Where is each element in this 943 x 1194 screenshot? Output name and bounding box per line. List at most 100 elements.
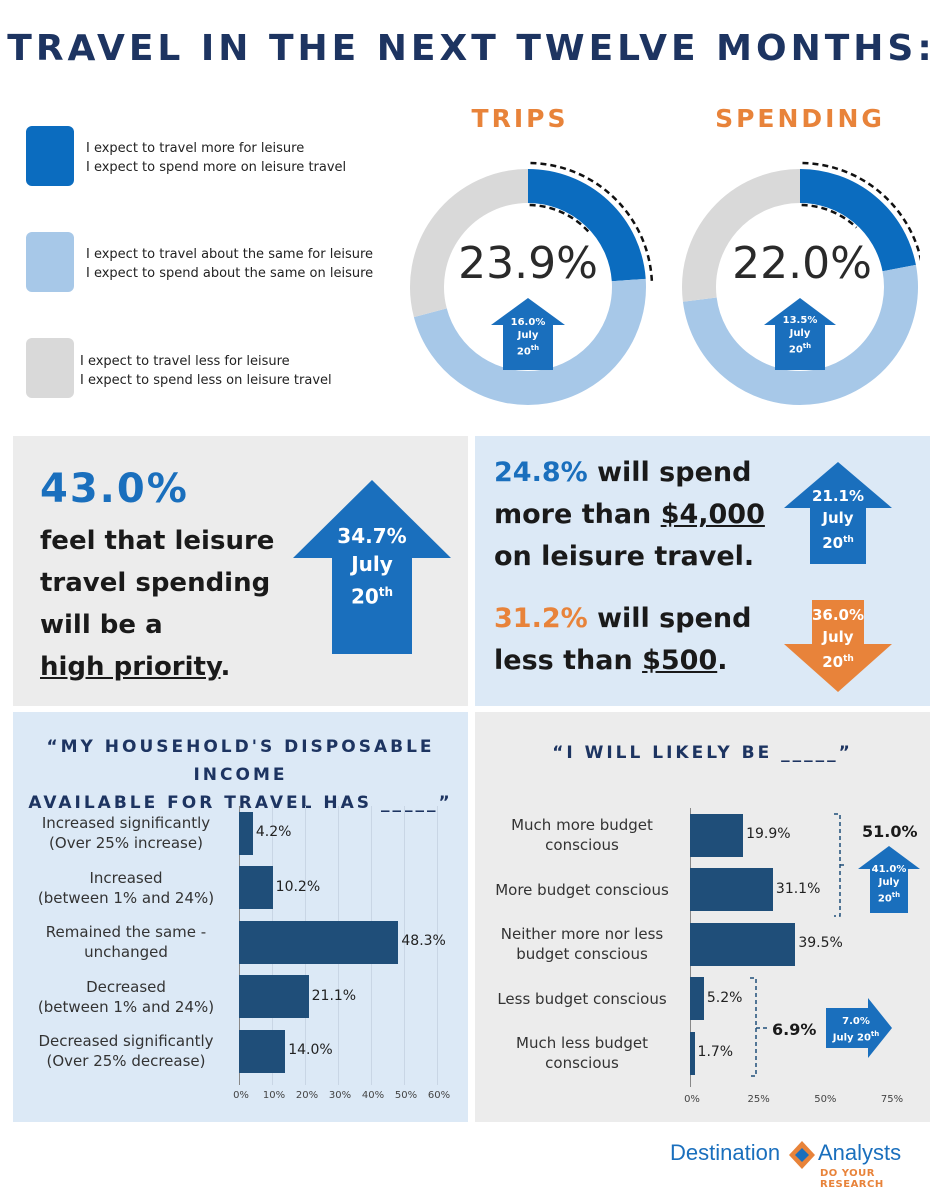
donut-charts	[410, 161, 920, 405]
grid-line	[404, 806, 405, 1085]
spend-less-line: less than	[494, 645, 643, 676]
bar	[690, 977, 704, 1021]
x-tick-label: 25%	[747, 1094, 770, 1105]
budget-bracket-bottom-value: 6.9%	[772, 1020, 817, 1039]
income-title-line: “MY HOUSEHOLD'S DISPOSABLE INCOME	[46, 737, 435, 785]
legend-item-more: I expect to travel more for leisure I ex…	[86, 139, 346, 177]
bar-value-label: 21.1%	[311, 987, 357, 1004]
legend-text: I expect to spend about the same on leis…	[86, 266, 374, 281]
spend-less-arrow-suffix: th	[843, 654, 854, 664]
page-title: TRAVEL IN THE NEXT TWELVE MONTHS:	[7, 28, 936, 69]
category-label-line: Neither more nor less	[500, 925, 664, 944]
x-tick-label: 60%	[427, 1090, 451, 1101]
legend-swatch-more	[26, 126, 74, 186]
bar	[239, 975, 309, 1019]
spend-more-arrow-month: July	[822, 509, 854, 527]
priority-text: feel that leisure travel spending will b…	[40, 520, 274, 688]
priority-line: will be a	[40, 610, 163, 640]
category-label-line: Remained the same -	[45, 923, 207, 942]
budget-arrow-right-suffix: th	[870, 1030, 880, 1038]
priority-line-underlined: high priority	[40, 652, 221, 682]
budget-arrow-up-month: July	[878, 877, 900, 888]
category-label-line: Less budget conscious	[497, 989, 667, 1008]
bar	[690, 922, 796, 966]
legend-swatch-less	[26, 338, 74, 398]
budget-bracket-bottom	[750, 977, 768, 1077]
bar-value-label: 31.1%	[775, 880, 821, 897]
priority-arrow-up-icon	[293, 480, 451, 654]
x-tick-label: 10%	[262, 1090, 286, 1101]
x-tick-label: 0%	[684, 1094, 700, 1105]
category-label: Increased significantly (Over 25% increas…	[20, 813, 232, 853]
spend-more-arrow-label: 21.1% July 20th	[810, 485, 866, 554]
brand-tagline: DO YOUR RESEARCH	[820, 1168, 884, 1190]
priority-arrow-suffix: th	[378, 585, 394, 599]
category-label: Increased (between 1% and 24%)	[20, 868, 232, 908]
bar-value-label: 48.3%	[401, 933, 446, 950]
x-tick-label: 50%	[814, 1094, 837, 1105]
spending-slice-less	[682, 169, 801, 302]
trips-slice-more	[527, 169, 646, 282]
income-chart-title: “MY HOUSEHOLD'S DISPOSABLE INCOME AVAILA…	[13, 733, 468, 817]
legend-text: I expect to spend less on leisure travel	[80, 373, 332, 388]
income-title-line: AVAILABLE FOR TRAVEL HAS _____”	[28, 793, 453, 813]
spending-dashed-arc-inner	[801, 203, 858, 229]
spending-highlight-arc	[801, 161, 920, 262]
bar-value-label: 14.0%	[288, 1042, 333, 1059]
spend-more-arrow-suffix: th	[843, 535, 854, 545]
budget-chart-title: “I WILL LIKELY BE _____”	[552, 743, 853, 763]
x-tick-label: 75%	[880, 1094, 904, 1105]
trips-arrow-year: 20	[516, 346, 531, 358]
category-label-line: conscious	[545, 836, 619, 855]
bar	[239, 1029, 286, 1073]
spending-arrow-label: 13.5% July 20th	[775, 314, 825, 356]
budget-arrow-up-label: 41.0% July 20th	[870, 863, 908, 905]
trips-dashed-arc	[530, 161, 654, 283]
spend-less-arrow-month: July	[822, 628, 854, 646]
budget-arrow-right-month: July 20	[832, 1032, 871, 1044]
spend-less-end: .	[717, 645, 728, 676]
spend-less-arrow-value: 36.0%	[811, 606, 865, 624]
category-label: Decreased significantly (Over 25% decreas…	[20, 1031, 232, 1071]
trips-title: TRIPS	[471, 104, 569, 133]
bar-value-label: 1.7%	[697, 1044, 734, 1061]
bar-value-label: 10.2%	[275, 878, 321, 895]
spend-more-line: more than	[494, 499, 661, 530]
bar-value-label: 19.9%	[746, 826, 791, 843]
budget-bracket-top	[834, 813, 846, 917]
budget-arrow-right-label: 7.0% July 20th	[826, 1015, 886, 1044]
spend-more-pct: 24.8%	[494, 457, 588, 488]
category-label: Less budget conscious	[478, 989, 686, 1009]
category-label-line: Decreased significantly	[38, 1032, 214, 1051]
trips-arrow-label: 16.0% July 20th	[503, 316, 553, 358]
category-label-line: Much less budget	[516, 1034, 648, 1053]
priority-arrow-year: 20	[350, 584, 379, 609]
category-label-line: Increased	[89, 868, 163, 887]
spend-more-line: on leisure travel.	[494, 541, 755, 572]
spending-value: 22.0%	[732, 238, 872, 289]
priority-arrow-label: 34.7% July 20th	[332, 522, 412, 611]
bar-value-label: 39.5%	[798, 935, 843, 952]
spending-slice-same	[682, 264, 918, 405]
spend-less-amount: $500	[642, 645, 718, 676]
budget-arrow-right-icon	[826, 998, 892, 1058]
grid-line	[437, 806, 438, 1085]
x-tick-label: 30%	[328, 1090, 352, 1101]
trips-arrow-value: 16.0%	[510, 317, 546, 328]
trips-arrow-month: July	[517, 330, 539, 341]
category-label: Remained the same - unchanged	[20, 922, 232, 962]
brand-diamond-icon	[789, 1141, 815, 1169]
trips-slice-less	[410, 169, 529, 318]
spend-more-arrow-year: 20	[822, 534, 844, 552]
legend-item-same: I expect to travel about the same for le…	[86, 245, 373, 283]
trips-arrow-suffix: th	[530, 344, 540, 352]
bar	[690, 868, 773, 912]
spend-more-arrow-up-icon	[784, 462, 892, 564]
category-label-line: (between 1% and 24%)	[37, 997, 215, 1016]
spend-more-arrow-value: 21.1%	[811, 487, 865, 505]
bar	[239, 811, 253, 855]
spending-arrow-year: 20	[788, 344, 803, 356]
category-label-line: Increased significantly	[41, 814, 211, 833]
category-label: More budget conscious	[478, 880, 686, 900]
category-label-line: Much more budget	[511, 816, 653, 835]
